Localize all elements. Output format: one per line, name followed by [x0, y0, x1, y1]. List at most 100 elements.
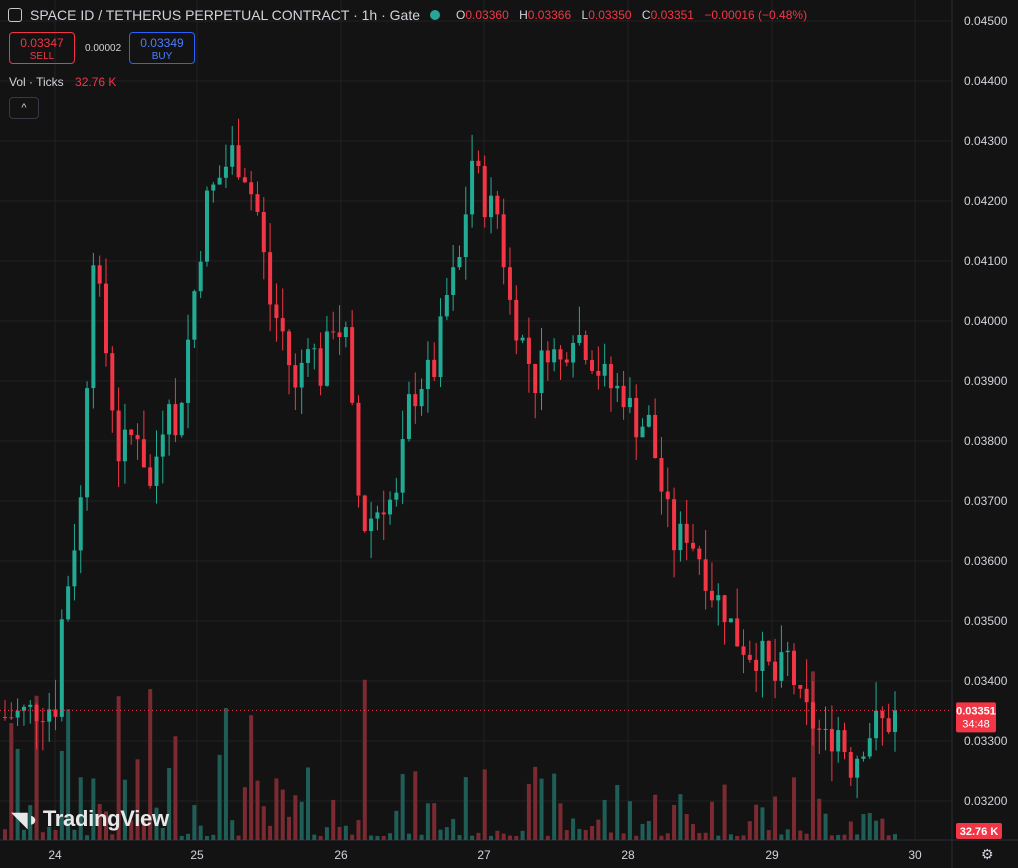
candle-body [773, 661, 778, 681]
last-price-tag [956, 702, 996, 733]
candle-body [388, 499, 393, 515]
candle-body [451, 267, 456, 295]
volume-legend[interactable]: Vol · Ticks 32.76 K [9, 75, 116, 89]
volume-bar [356, 820, 361, 840]
y-tick-label: 0.04000 [964, 314, 1008, 328]
x-tick-label: 25 [190, 848, 204, 862]
volume-bar [514, 835, 519, 840]
symbol-icon[interactable] [8, 8, 22, 22]
volume-bar [179, 835, 184, 840]
volume-bar [646, 820, 651, 840]
volume-bar [545, 835, 550, 840]
volume-bar [223, 708, 228, 840]
candle-body [280, 318, 285, 332]
sell-label: SELL [29, 51, 55, 62]
volume-bar [747, 821, 752, 840]
candle-body [173, 404, 178, 436]
volume-bar [287, 816, 292, 840]
candle-body [533, 363, 538, 393]
candle-body [192, 291, 197, 340]
buy-label: BUY [151, 51, 173, 62]
candle-body [665, 491, 670, 500]
candle-body [85, 388, 90, 498]
sell-button[interactable]: 0.03347 SELL [9, 32, 75, 64]
volume-bar [823, 813, 828, 840]
buy-button[interactable]: 0.03349 BUY [129, 32, 195, 64]
candle-body [861, 756, 866, 759]
volume-bar [375, 835, 380, 840]
candle-body [558, 349, 563, 360]
countdown-label: 34:48 [962, 718, 990, 730]
volume-bar [425, 803, 430, 840]
volume-bar [476, 832, 481, 840]
candle-body [615, 385, 620, 389]
volume-bar [571, 818, 576, 840]
candle-body [880, 710, 885, 719]
volume-value: 32.76 K [75, 75, 117, 89]
volume-bar [318, 835, 323, 840]
volume-bar [47, 826, 52, 840]
candle-body [476, 160, 481, 167]
volume-bar [590, 826, 595, 840]
volume-bar [438, 829, 443, 840]
volume-bar [15, 748, 20, 840]
candle-body [470, 160, 475, 215]
candle-body [722, 595, 727, 623]
symbol-title[interactable]: SPACE ID / TETHERUS PERPETUAL CONTRACT ·… [30, 7, 421, 23]
gear-icon[interactable]: ⚙ [981, 846, 994, 862]
market-status-icon [430, 10, 441, 20]
candle-body [514, 299, 519, 341]
volume-bar [482, 769, 487, 840]
volume-bar [672, 804, 677, 840]
y-tick-label: 0.03700 [964, 494, 1008, 508]
x-tick-label: 26 [334, 848, 348, 862]
candle-body [122, 429, 127, 462]
volume-bar [343, 825, 348, 840]
candle-body [823, 728, 828, 730]
candle-body [684, 523, 689, 543]
candle-body [15, 710, 20, 718]
candle-body [419, 389, 424, 407]
volume-bar [596, 819, 601, 840]
candle-body [602, 363, 607, 376]
candle-body [179, 402, 184, 436]
candle-body [842, 730, 847, 753]
buy-price: 0.03349 [140, 36, 184, 50]
volume-bar [634, 835, 639, 840]
volume-bar [305, 767, 310, 840]
y-tick-label: 0.03400 [964, 674, 1008, 688]
candle-body [160, 434, 165, 457]
candle-body [91, 265, 96, 389]
candle-body [709, 590, 714, 601]
volume-bar [211, 834, 216, 840]
y-tick-label: 0.04500 [964, 14, 1008, 28]
candle-body [703, 559, 708, 591]
candle-body [728, 618, 733, 623]
candle-body [110, 353, 115, 411]
tradingview-logo[interactable]: ◥◗ TradingView [12, 806, 169, 832]
candle-body [324, 331, 329, 386]
candle-body [634, 397, 639, 438]
tradingview-logo-icon: ◥◗ [12, 809, 39, 831]
volume-bar [722, 784, 727, 840]
collapse-legend-button[interactable]: ^ [9, 97, 39, 119]
candle-body [141, 439, 146, 468]
volume-bar [324, 827, 329, 840]
candle-body [457, 257, 462, 268]
ohlc-values: O0.03360 H0.03366 L0.03350 C0.03351 −0.0… [456, 8, 808, 22]
candle-body [691, 542, 696, 549]
volume-bar [564, 830, 569, 840]
volume-tag-label: 32.76 K [960, 826, 999, 838]
volume-bar [861, 814, 866, 840]
candle-body [608, 363, 613, 389]
y-tick-label: 0.03600 [964, 554, 1008, 568]
candle-body [463, 214, 468, 258]
volume-bar [312, 834, 317, 840]
y-tick-label: 0.04400 [964, 74, 1008, 88]
chevron-up-icon: ^ [21, 102, 27, 114]
volume-bar [21, 829, 26, 840]
candle-body [343, 327, 348, 338]
volume-bar [230, 820, 235, 840]
